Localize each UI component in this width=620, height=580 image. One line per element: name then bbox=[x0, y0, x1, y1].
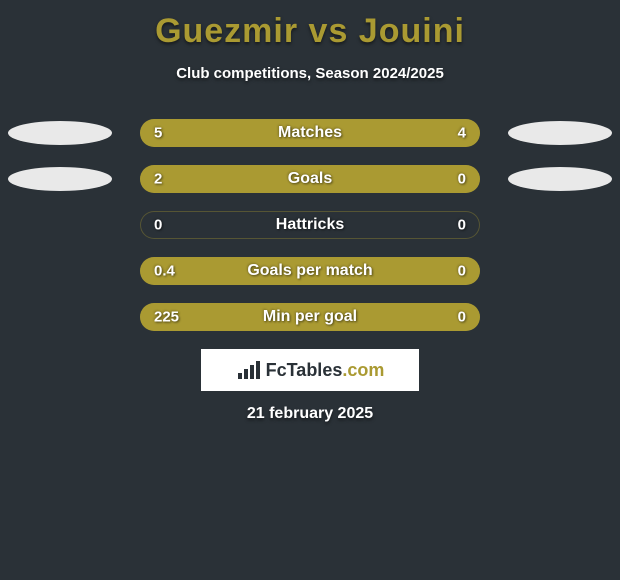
footer-date: 21 february 2025 bbox=[0, 405, 620, 423]
stat-value-right: 4 bbox=[458, 125, 466, 142]
stat-value-right: 0 bbox=[458, 217, 466, 234]
stat-value-left: 225 bbox=[154, 309, 179, 326]
stat-label: Matches bbox=[278, 124, 342, 142]
stat-value-left: 5 bbox=[154, 125, 162, 142]
club-logo-right bbox=[508, 167, 612, 191]
bar-fill-right bbox=[405, 165, 480, 193]
stat-value-left: 0 bbox=[154, 217, 162, 234]
logo-text-suffix: .com bbox=[342, 360, 384, 380]
logo-text: FcTables.com bbox=[266, 360, 385, 381]
stat-value-right: 0 bbox=[458, 171, 466, 188]
stat-row: 0 0 Hattricks bbox=[140, 211, 480, 239]
comparison-chart: 5 4 Matches 2 0 Goals 0 0 Hattricks 0.4 0 Goals per… bbox=[0, 119, 620, 331]
stat-label: Min per goal bbox=[263, 308, 357, 326]
stat-label: Goals per match bbox=[247, 262, 372, 280]
page-title: Guezmir vs Jouini bbox=[0, 0, 620, 51]
subtitle: Club competitions, Season 2024/2025 bbox=[0, 65, 620, 82]
stat-value-left: 0.4 bbox=[154, 263, 175, 280]
logo-text-main: FcTables bbox=[266, 360, 343, 380]
stat-label: Hattricks bbox=[276, 216, 344, 234]
club-logo-left bbox=[8, 167, 112, 191]
stat-value-left: 2 bbox=[154, 171, 162, 188]
club-logo-left bbox=[8, 121, 112, 145]
stat-value-right: 0 bbox=[458, 309, 466, 326]
stat-row: 2 0 Goals bbox=[140, 165, 480, 193]
stat-row: 5 4 Matches bbox=[140, 119, 480, 147]
fctables-logo: FcTables.com bbox=[201, 349, 419, 391]
stat-row: 225 0 Min per goal bbox=[140, 303, 480, 331]
club-logo-right bbox=[508, 121, 612, 145]
bar-chart-icon bbox=[236, 359, 260, 381]
stat-row: 0.4 0 Goals per match bbox=[140, 257, 480, 285]
stat-label: Goals bbox=[288, 170, 332, 188]
stat-value-right: 0 bbox=[458, 263, 466, 280]
bar-fill-left bbox=[140, 165, 405, 193]
